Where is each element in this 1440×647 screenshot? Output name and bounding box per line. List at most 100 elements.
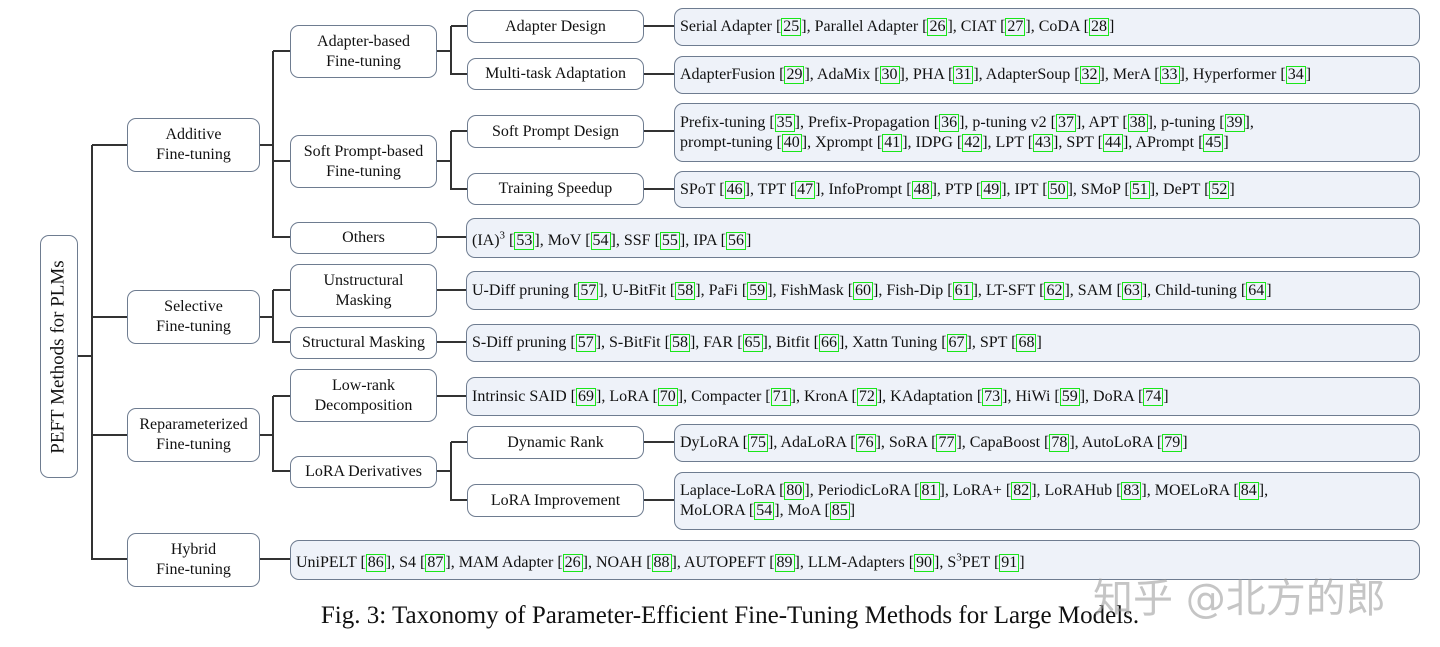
citation-link[interactable]: 86: [365, 553, 386, 572]
citation-link[interactable]: 46: [724, 180, 745, 199]
citation-link[interactable]: 80: [784, 482, 805, 500]
method-item: S4 [87],: [399, 553, 459, 572]
method-item: NOAH [88],: [596, 553, 684, 572]
citation-link[interactable]: 39: [1224, 113, 1245, 132]
citation-link[interactable]: 69: [575, 387, 596, 406]
method-name: AdapterFusion: [680, 66, 776, 83]
citation-link[interactable]: 55: [659, 231, 680, 250]
citation-link[interactable]: 50: [1047, 180, 1068, 199]
citation-link[interactable]: 56: [725, 231, 746, 250]
citation-link[interactable]: 54: [590, 231, 611, 250]
citation-link[interactable]: 27: [1005, 18, 1026, 36]
citation-link[interactable]: 35: [774, 113, 795, 132]
citation-link[interactable]: 42: [962, 133, 983, 152]
citation-link[interactable]: 48: [911, 180, 932, 199]
leaf-speedup: SPoT [46], TPT [47], InfoPrompt [48], PT…: [674, 171, 1420, 208]
citation-link[interactable]: 59: [1059, 387, 1080, 406]
citation-link[interactable]: 30: [879, 66, 900, 84]
citation-link[interactable]: 40: [781, 133, 802, 152]
citation-link[interactable]: 26: [927, 18, 948, 36]
citation-link[interactable]: 34: [1285, 66, 1306, 84]
citation-link[interactable]: 59: [747, 281, 768, 300]
citation-link[interactable]: 76: [855, 434, 876, 452]
method-name: (IA): [472, 231, 500, 249]
method-item: p-tuning v2 [37],: [972, 113, 1089, 132]
method-name: U-BitFit: [611, 281, 666, 299]
citation-link[interactable]: 87: [425, 553, 446, 572]
method-name: CoDA: [1038, 18, 1080, 35]
citation-link[interactable]: 67: [946, 334, 967, 352]
citation-link[interactable]: 29: [784, 66, 805, 84]
node-lora-derivatives-label: LoRA Derivatives: [305, 463, 422, 480]
citation-link[interactable]: 31: [953, 66, 974, 84]
node-unstructural-masking-label: Unstructural: [323, 271, 404, 289]
citation-link[interactable]: 66: [818, 334, 839, 352]
method-item: U-BitFit [58],: [611, 281, 709, 300]
connector-line: [260, 316, 273, 318]
citation-link[interactable]: 63: [1121, 281, 1142, 300]
method-item: Xprompt [41],: [815, 133, 916, 152]
citation-link[interactable]: 52: [1209, 180, 1230, 199]
citation-link[interactable]: 85: [829, 502, 850, 520]
citation-link[interactable]: 72: [856, 387, 877, 406]
citation-link[interactable]: 74: [1143, 387, 1164, 406]
method-item: S3PET [91]: [947, 551, 1025, 572]
citation-link[interactable]: 45: [1203, 133, 1224, 152]
citation-link[interactable]: 36: [939, 113, 960, 132]
citation-link[interactable]: 47: [795, 180, 816, 199]
method-item: Bitfit [66],: [775, 334, 853, 352]
citation-link[interactable]: 51: [1129, 180, 1150, 199]
citation-link[interactable]: 79: [1162, 434, 1183, 452]
citation-link[interactable]: 38: [1127, 113, 1148, 132]
citation-link[interactable]: 81: [919, 482, 940, 500]
citation-link[interactable]: 84: [1238, 482, 1259, 500]
citation-link[interactable]: 75: [748, 434, 768, 452]
connector-line: [437, 160, 451, 162]
citation-link[interactable]: 90: [914, 553, 935, 572]
citation-link[interactable]: 65: [742, 334, 763, 352]
citation-link[interactable]: 62: [1044, 281, 1065, 300]
citation-link[interactable]: 43: [1033, 133, 1054, 152]
citation-link[interactable]: 25: [781, 18, 802, 36]
citation-link[interactable]: 41: [882, 133, 903, 152]
node-soft-prompt-based-label: Fine-tuning: [326, 162, 401, 180]
citation-link[interactable]: 68: [1016, 334, 1037, 352]
citation-link[interactable]: 37: [1055, 113, 1076, 132]
method-name: LoRA: [609, 387, 649, 405]
connector-line: [260, 144, 273, 146]
citation-link[interactable]: 91: [999, 553, 1020, 572]
citation-link[interactable]: 70: [657, 387, 678, 406]
citation-link[interactable]: 49: [981, 180, 1002, 199]
citation-link[interactable]: 88: [651, 553, 672, 572]
method-item: LoRAHub [83],: [1044, 482, 1155, 500]
citation-link[interactable]: 28: [1088, 18, 1109, 36]
citation-link[interactable]: 54: [754, 502, 775, 520]
citation-link[interactable]: 64: [1246, 281, 1267, 300]
citation-link[interactable]: 61: [952, 281, 973, 300]
citation-link[interactable]: 33: [1159, 66, 1180, 84]
method-item: CIAT [27],: [960, 18, 1039, 36]
citation-link[interactable]: 78: [1049, 434, 1070, 452]
method-name: CapaBoost: [969, 434, 1041, 451]
citation-link[interactable]: 32: [1079, 66, 1100, 84]
citation-link[interactable]: 58: [669, 334, 690, 352]
node-selective-fine-tuning-label: Fine-tuning: [156, 318, 231, 335]
citation-link[interactable]: 60: [853, 281, 874, 300]
node-selective-fine-tuning-label: Selective: [164, 298, 223, 315]
method-item: S-Diff pruning [57],: [472, 334, 610, 352]
citation-link[interactable]: 89: [774, 553, 795, 572]
citation-link[interactable]: 26: [562, 553, 583, 572]
citation-link[interactable]: 71: [770, 387, 791, 406]
citation-link[interactable]: 58: [675, 281, 696, 300]
method-item: p-tuning [39],: [1160, 113, 1254, 132]
citation-link[interactable]: 57: [575, 334, 596, 352]
citation-link[interactable]: 57: [578, 281, 599, 300]
citation-link[interactable]: 44: [1102, 133, 1123, 152]
citation-link[interactable]: 73: [982, 387, 1003, 406]
citation-link[interactable]: 83: [1121, 482, 1142, 500]
node-soft-prompt-based-label: Soft Prompt-based: [303, 142, 424, 160]
connector-line: [644, 188, 674, 190]
citation-link[interactable]: 53: [514, 231, 535, 250]
citation-link[interactable]: 82: [1011, 482, 1032, 500]
citation-link[interactable]: 77: [936, 434, 957, 452]
